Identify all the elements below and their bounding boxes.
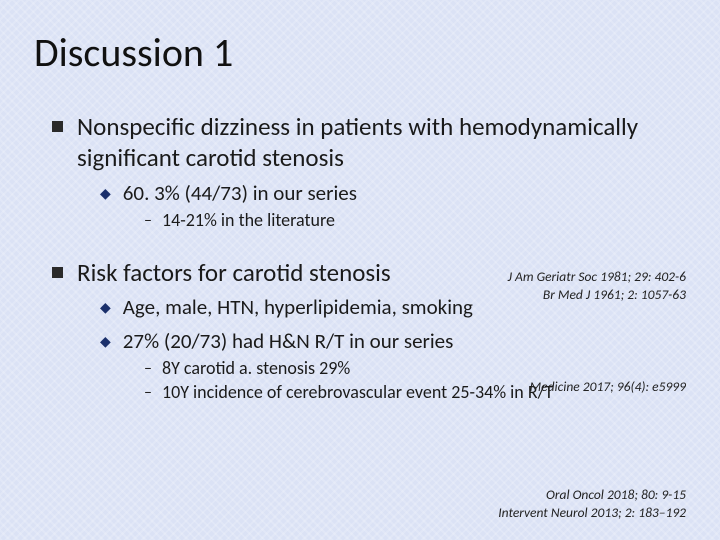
reference-block-1: J Am Geriatr Soc 1981; 29: 402-6 Br Med …	[508, 268, 686, 304]
level1-text: Risk factors for carotid stenosis	[77, 257, 391, 288]
slide-title: Discussion 1	[34, 28, 686, 77]
level2-text: 60. 3% (44/73) in our series	[123, 180, 357, 207]
square-bullet-icon	[52, 121, 63, 132]
level3-text: 14-21% in the literature	[162, 209, 335, 232]
bullet-level2: ◆ 60. 3% (44/73) in our series	[100, 180, 686, 207]
diamond-bullet-icon: ◆	[100, 333, 111, 350]
reference-block-3: Oral Oncol 2018; 80: 9-15 Intervent Neur…	[498, 486, 686, 522]
level3-text: 8Y carotid a. stenosis 29%	[162, 357, 350, 380]
level1-text: Nonspecific dizziness in patients with h…	[77, 111, 686, 174]
reference-line: Oral Oncol 2018; 80: 9-15	[498, 486, 686, 504]
bullet-level3: – 8Y carotid a. stenosis 29%	[144, 357, 686, 380]
diamond-bullet-icon: ◆	[100, 185, 111, 202]
reference-line: Br Med J 1961; 2: 1057-63	[508, 286, 686, 304]
level2-text: 27% (20/73) had H&N R/T in our series	[123, 328, 454, 355]
bullet-level3: – 14-21% in the literature	[144, 209, 686, 232]
reference-line: Medicine 2017; 96(4): e5999	[530, 378, 686, 396]
diamond-bullet-icon: ◆	[100, 299, 111, 316]
square-bullet-icon	[52, 267, 63, 278]
level2-text: Age, male, HTN, hyperlipidemia, smoking	[123, 294, 473, 321]
reference-line: Intervent Neurol 2013; 2: 183–192	[498, 504, 686, 522]
dash-bullet-icon: –	[144, 383, 152, 402]
reference-line: J Am Geriatr Soc 1981; 29: 402-6	[508, 268, 686, 286]
dash-bullet-icon: –	[144, 359, 152, 378]
dash-bullet-icon: –	[144, 211, 152, 230]
bullet-level1: Nonspecific dizziness in patients with h…	[52, 111, 686, 174]
reference-block-2: Medicine 2017; 96(4): e5999	[530, 378, 686, 396]
level3-text: 10Y incidence of cerebrovascular event 2…	[162, 381, 553, 404]
bullet-level2: ◆ 27% (20/73) had H&N R/T in our series	[100, 328, 686, 355]
